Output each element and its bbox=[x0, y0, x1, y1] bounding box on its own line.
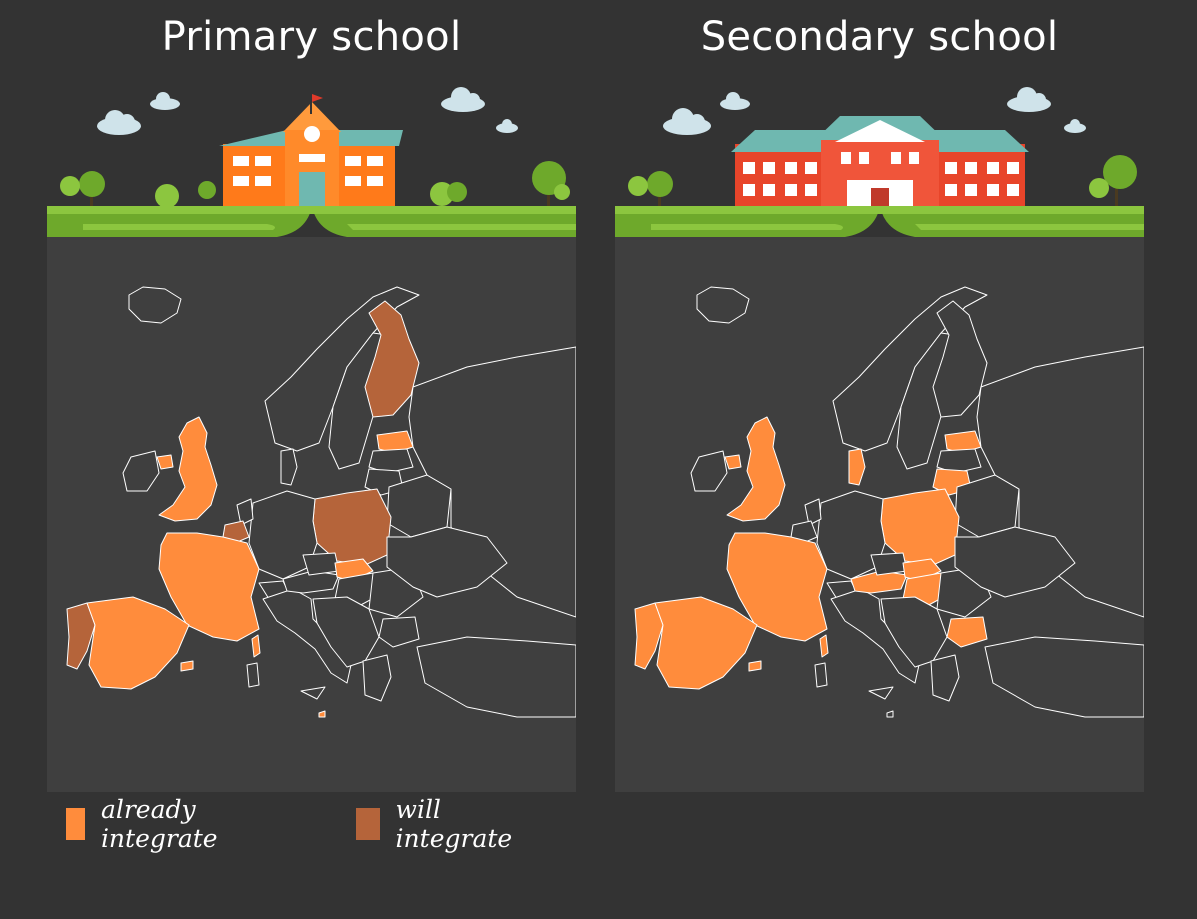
country-netherlands bbox=[236, 498, 254, 526]
legend-item-already: already integrate bbox=[66, 795, 231, 853]
legend-swatch-already bbox=[66, 808, 85, 840]
country-ukraine bbox=[954, 526, 1076, 598]
country-spain bbox=[86, 596, 190, 690]
country-sardinia bbox=[246, 662, 260, 688]
country-malta bbox=[318, 710, 326, 718]
country-northern-ireland bbox=[156, 454, 174, 470]
country-belgium bbox=[222, 520, 250, 544]
country-turkey bbox=[416, 636, 576, 718]
country-netherlands bbox=[804, 498, 822, 526]
country-iceland bbox=[696, 286, 750, 324]
country-bulgaria bbox=[378, 616, 420, 648]
country-latvia bbox=[936, 448, 982, 474]
country-greece bbox=[362, 654, 392, 702]
country-france bbox=[158, 532, 260, 642]
tree-icon bbox=[60, 161, 570, 214]
country-bulgaria bbox=[946, 616, 988, 648]
country-sicily bbox=[868, 686, 894, 700]
europe-map bbox=[47, 237, 576, 792]
country-belarus bbox=[386, 474, 452, 538]
country-turkey bbox=[984, 636, 1144, 718]
panel-title: Secondary school bbox=[700, 14, 1059, 60]
primary-school-building bbox=[219, 94, 403, 206]
country-northern-ireland bbox=[724, 454, 742, 470]
country-sardinia bbox=[814, 662, 828, 688]
country-balearic-islands bbox=[180, 660, 194, 672]
country-spain bbox=[654, 596, 758, 690]
country-corsica bbox=[819, 634, 829, 658]
country-italy bbox=[262, 588, 352, 684]
country-iceland bbox=[128, 286, 182, 324]
country-balearic-islands bbox=[748, 660, 762, 672]
country-ireland bbox=[122, 450, 160, 492]
country-italy bbox=[830, 588, 920, 684]
country-ireland bbox=[690, 450, 728, 492]
country-norway bbox=[264, 286, 420, 452]
legend-label: already integrate bbox=[100, 795, 218, 853]
primary-school-scene bbox=[47, 87, 576, 237]
country-corsica bbox=[251, 634, 261, 658]
country-denmark bbox=[848, 448, 866, 486]
country-united-kingdom bbox=[158, 416, 218, 522]
europe-map bbox=[615, 237, 1144, 792]
country-belgium bbox=[790, 520, 818, 544]
cloud-icon bbox=[97, 87, 518, 135]
country-greece bbox=[930, 654, 960, 702]
country-sicily bbox=[300, 686, 326, 700]
country-malta bbox=[886, 710, 894, 718]
legend-label: will integrate bbox=[395, 795, 513, 853]
secondary-school-building bbox=[731, 116, 1029, 210]
panel-title: Primary school bbox=[161, 14, 462, 60]
tree-icon bbox=[628, 155, 1137, 214]
country-ukraine bbox=[386, 526, 508, 598]
country-czechia bbox=[870, 552, 908, 576]
country-finland bbox=[932, 300, 988, 418]
country-finland bbox=[364, 300, 420, 418]
country-united-kingdom bbox=[726, 416, 786, 522]
country-norway bbox=[832, 286, 988, 452]
country-france bbox=[726, 532, 828, 642]
country-denmark bbox=[280, 448, 298, 486]
cloud-icon bbox=[663, 87, 1086, 135]
country-czechia bbox=[302, 552, 340, 576]
country-belarus bbox=[954, 474, 1020, 538]
legend-item-will: will integrate bbox=[356, 795, 521, 853]
legend-swatch-will bbox=[356, 808, 380, 840]
country-latvia bbox=[368, 448, 414, 474]
secondary-school-scene bbox=[615, 87, 1144, 237]
